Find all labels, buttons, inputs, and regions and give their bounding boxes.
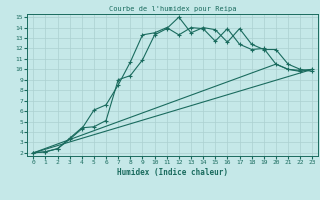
X-axis label: Humidex (Indice chaleur): Humidex (Indice chaleur) xyxy=(117,168,228,177)
Title: Courbe de l'humidex pour Reipa: Courbe de l'humidex pour Reipa xyxy=(109,6,236,12)
